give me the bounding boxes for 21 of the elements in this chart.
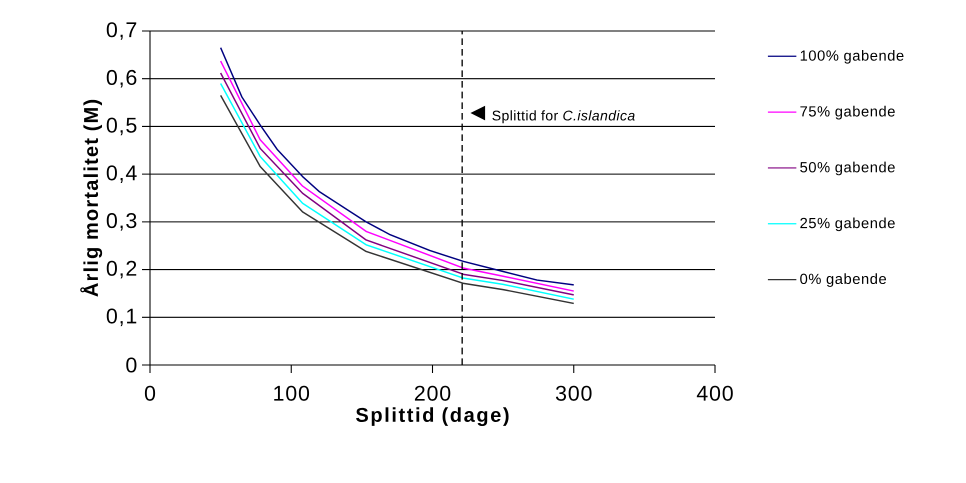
- y-tick-label: 0,3: [106, 213, 136, 231]
- x-tick-label: 100: [274, 386, 310, 401]
- legend-label: 100% gabende: [800, 50, 904, 64]
- legend-label: 0% gabende: [800, 273, 886, 287]
- x-axis-title: Splittid (dage): [356, 407, 509, 426]
- x-tick-label: 0: [144, 386, 156, 401]
- y-tick-label: 0,4: [106, 165, 137, 183]
- y-axis-title: Årlig mortalitet (M): [80, 100, 102, 297]
- x-tick-label: 300: [556, 386, 592, 401]
- legend-label: 50% gabende: [800, 162, 895, 176]
- y-tick-label: 0: [126, 357, 136, 373]
- y-tick-label: 0,2: [106, 260, 136, 278]
- x-tick-label: 400: [696, 386, 733, 401]
- y-tick-label: 0,7: [106, 22, 136, 40]
- y-tick-label: 0,1: [106, 308, 136, 326]
- ref-line-label: Splittid for C.islandica: [492, 110, 635, 124]
- legend-label: 25% gabende: [800, 217, 895, 232]
- x-tick-label: 200: [414, 386, 450, 401]
- legend-label: 75% gabende: [800, 106, 895, 120]
- y-tick-label: 0,6: [106, 70, 136, 88]
- y-tick-label: 0,5: [106, 118, 136, 136]
